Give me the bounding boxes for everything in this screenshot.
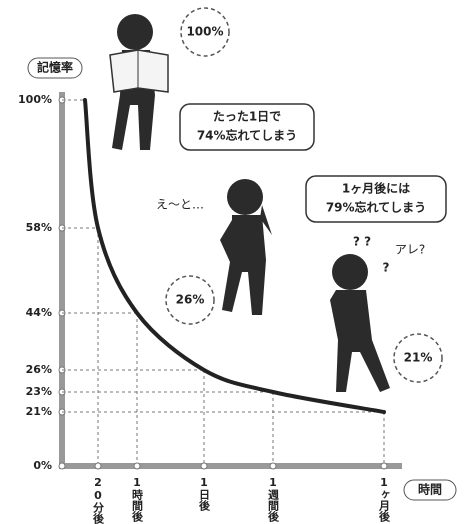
- x-tick-mark: [134, 463, 140, 469]
- callout-text: 1ヶ月後には: [342, 181, 410, 196]
- y-tick-label: 58%: [26, 221, 52, 234]
- annotation: 21%: [404, 351, 433, 365]
- chart: 記憶率 時間 0% 21% 23% 26% 44% 58% 100% 20分後 1時間後 1日後 1…: [0, 0, 468, 524]
- x-axis-label: 時間: [418, 482, 442, 497]
- x-tick-label: 1ヶ月後: [378, 476, 392, 523]
- x-tick-mark: [270, 463, 276, 469]
- x-tick-label: 1日後: [198, 476, 211, 512]
- callout-text: たった1日で: [213, 110, 281, 124]
- y-tick-label: 100%: [18, 93, 52, 106]
- callout-text: 74%忘れてしまう: [197, 128, 297, 143]
- tick-mark: [59, 463, 65, 469]
- y-axis-label: 記憶率: [37, 60, 73, 75]
- x-tick-label: 20分後: [92, 476, 105, 524]
- annotation: 100%: [186, 25, 223, 39]
- y-tick-label: 44%: [26, 306, 52, 319]
- y-tick-label: 23%: [26, 385, 52, 398]
- annotation: ?: [383, 261, 390, 275]
- y-tick-label: 26%: [26, 363, 52, 376]
- figure-reading: [110, 14, 168, 150]
- annotation: ? ?: [353, 235, 371, 249]
- annotation: え～と…: [156, 198, 204, 212]
- annotation: 26%: [176, 293, 205, 307]
- x-tick-mark: [201, 463, 207, 469]
- figure-thinking: [220, 179, 272, 315]
- x-tick-mark: [381, 463, 387, 469]
- x-tick-mark: [95, 463, 101, 469]
- x-tick-label: 1週間後: [267, 476, 280, 523]
- y-tick-label: 21%: [26, 405, 52, 418]
- x-tick-label: 1時間後: [131, 476, 144, 523]
- figure-confused: [330, 254, 390, 392]
- y-tick-label: 0%: [33, 459, 52, 472]
- annotation: アレ?: [395, 243, 425, 257]
- callout-text: 79%忘れてしまう: [326, 200, 426, 215]
